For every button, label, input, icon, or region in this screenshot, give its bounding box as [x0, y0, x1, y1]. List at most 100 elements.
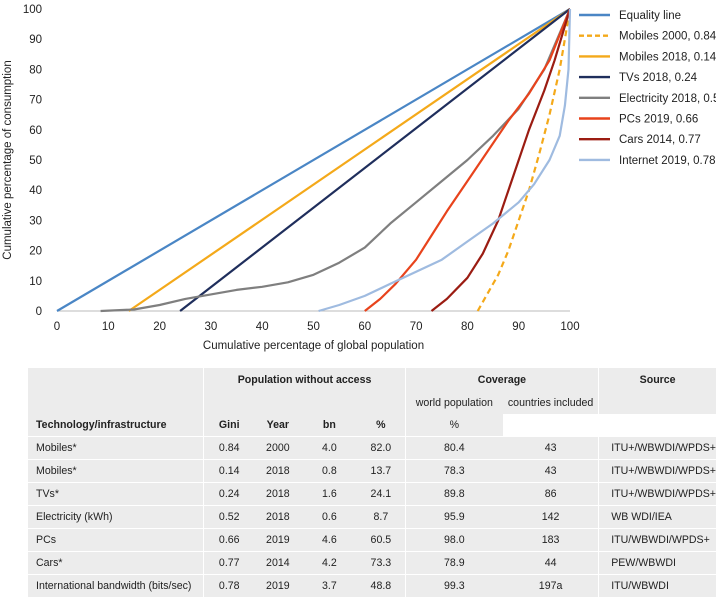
pct-cell: 48.8 [357, 574, 406, 597]
gini-cell: 0.52 [203, 505, 255, 529]
countries-cell: 183 [502, 528, 599, 552]
pct-cell: 82.0 [357, 436, 406, 460]
technology-cell: Electricity (kWh) [28, 505, 204, 529]
pct-cell: 13.7 [357, 459, 406, 483]
technology-column-header: Technology/infrastructure [36, 419, 167, 431]
y-tick-label: 80 [29, 64, 42, 76]
series-line-1 [476, 8, 572, 312]
bn-cell: 4.6 [301, 528, 358, 552]
year-column-header: Year [266, 419, 290, 431]
x-tick-label: 90 [512, 321, 525, 333]
gini-cell: 0.66 [203, 528, 255, 552]
y-tick-label: 100 [23, 4, 42, 16]
technology-cell: Cars* [28, 551, 204, 575]
y-tick-label: 10 [29, 276, 42, 288]
y-tick-label: 0 [36, 306, 42, 318]
y-tick-label: 90 [29, 34, 42, 46]
pct-cell: 60.5 [357, 528, 406, 552]
source-cell: ITU+/WBWDI/WPDS+ [598, 482, 716, 506]
x-tick-label: 20 [153, 321, 166, 333]
technology-cell: PCs [28, 528, 204, 552]
table-row: PCs 0.66 2019 4.6 60.5 98.0 183 ITU/WBWDI/WPDS+ [28, 528, 716, 552]
bn-column-header: bn [322, 419, 336, 431]
table-row: Mobiles* 0.14 2018 0.8 13.7 78.3 43 ITU+/WBWDI/… [28, 459, 716, 483]
series-line-2 [128, 8, 571, 312]
table-row: Electricity (kWh) 0.52 2018 0.6 8.7 95.9 142 WB… [28, 505, 716, 529]
technology-cell: Mobiles* [28, 459, 204, 483]
year-cell: 2019 [254, 574, 302, 597]
bn-cell: 0.8 [301, 459, 358, 483]
coverage-cell: 95.9 [404, 505, 503, 529]
series-line-4 [100, 8, 572, 313]
table-row: International bandwidth (bits/sec) 0.78 20… [28, 574, 716, 597]
x-tick-label: 60 [358, 321, 371, 333]
header-spacer [28, 368, 204, 392]
y-tick-label: 60 [29, 125, 42, 137]
table-row: Cars* 0.77 2014 4.2 73.3 78.9 44 PEW/WBWDI [28, 551, 716, 575]
source-cell: ITU+/WBWDI/WPDS+ [598, 436, 716, 460]
gini-cell: 0.14 [203, 459, 255, 483]
series-line-7 [318, 8, 572, 313]
y-tick-label: 70 [29, 95, 42, 107]
x-axis-label: Cumulative percentage of global populati… [203, 340, 424, 352]
coverage-table-container: Population without access Coverage Sourc… [28, 368, 716, 597]
year-cell: 2018 [254, 505, 302, 529]
bn-cell: 3.7 [301, 574, 358, 597]
series-line-3 [179, 8, 571, 312]
x-tick-label: 30 [205, 321, 218, 333]
countries-cell: 197a [502, 574, 599, 597]
series-line-5 [364, 8, 572, 312]
legend-label: PCs 2019, 0.66 [619, 114, 698, 126]
year-cell: 2000 [254, 436, 302, 460]
x-tick-label: 40 [256, 321, 269, 333]
legend-label: Cars 2014, 0.77 [619, 134, 701, 146]
source-cell: WB WDI/IEA [598, 505, 716, 529]
countries-cell: 142 [502, 505, 599, 529]
coverage-pct-column-header: % [404, 414, 503, 437]
bn-cell: 4.2 [301, 551, 358, 575]
technology-cell: TVs* [28, 482, 204, 506]
x-tick-label: 100 [560, 321, 579, 333]
lorenz-chart: 0 10 20 30 40 50 60 70 80 90 100 0 10 20 30 40 50 60 70 80 9… [2, 4, 716, 352]
pct-cell: 8.7 [357, 505, 406, 529]
y-tick-label: 20 [29, 246, 42, 258]
pct-column-header: % [376, 419, 386, 431]
technology-cell: International bandwidth (bits/sec) [28, 574, 204, 597]
coverage-cell: 98.0 [404, 528, 503, 552]
countries-cell: 43 [502, 436, 599, 460]
source-cell: ITU+/WBWDI/WPDS+ [598, 459, 716, 483]
table-row: TVs* 0.24 2018 1.6 24.1 89.8 86 ITU+/WBWDI/WPDS… [28, 482, 716, 506]
pct-cell: 73.3 [357, 551, 406, 575]
year-cell: 2018 [254, 482, 302, 506]
legend-label: Mobiles 2000, 0.84 [619, 31, 716, 43]
coverage-cell: 89.8 [404, 482, 503, 506]
legend-label: Internet 2019, 0.78 [619, 155, 716, 167]
table-body: Mobiles* 0.84 2000 4.0 82.0 80.4 43 ITU+/WBWDI/… [28, 436, 716, 597]
bn-cell: 0.6 [301, 505, 358, 529]
source-cell: PEW/WBWDI [598, 551, 716, 575]
legend-label: TVs 2018, 0.24 [619, 72, 698, 84]
gini-cell: 0.84 [203, 436, 255, 460]
pct-cell: 24.1 [357, 482, 406, 506]
source-cell: ITU/WBWDI/WPDS+ [598, 528, 716, 552]
y-axis-label: Cumulative percentage of consumption [2, 60, 14, 259]
gini-cell: 0.78 [203, 574, 255, 597]
bn-cell: 4.0 [301, 436, 358, 460]
x-tick-label: 70 [410, 321, 423, 333]
coverage-table: Population without access Coverage Sourc… [28, 368, 716, 597]
coverage-cell: 78.9 [404, 551, 503, 575]
year-cell: 2019 [254, 528, 302, 552]
x-tick-label: 10 [102, 321, 115, 333]
gini-column-header: Gini [203, 414, 255, 437]
source-cell: ITU/WBWDI [598, 574, 716, 597]
y-tick-label: 50 [29, 155, 42, 167]
countries-included-subheader: countries included [507, 397, 594, 409]
legend-label: Electricity 2018, 0.52 [619, 93, 716, 105]
technology-cell: Mobiles* [28, 436, 204, 460]
bn-cell: 1.6 [301, 482, 358, 506]
coverage-cell: 99.3 [404, 574, 503, 597]
series-line-6 [430, 8, 572, 312]
gini-cell: 0.24 [203, 482, 255, 506]
countries-cell: 44 [502, 551, 599, 575]
countries-cell: 43 [502, 459, 599, 483]
